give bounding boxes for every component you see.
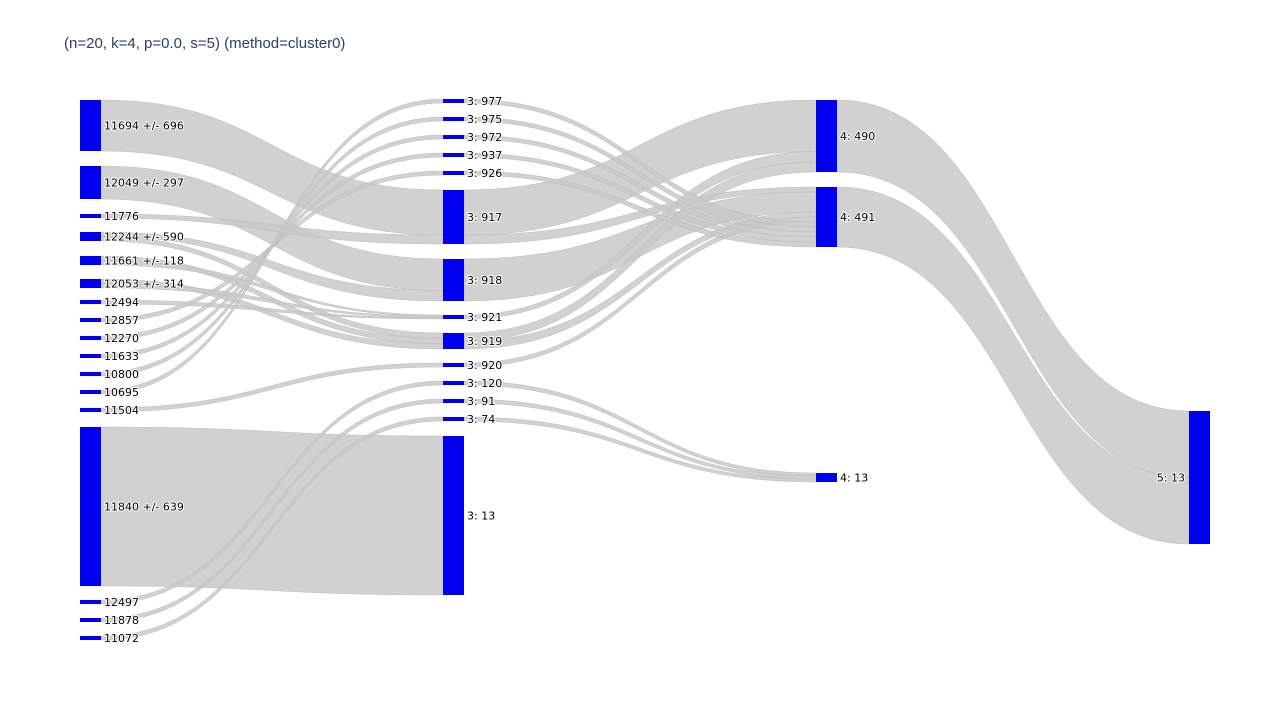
sankey-node-label: 3: 13 <box>467 510 495 523</box>
links-layer <box>100 98 1190 641</box>
sankey-node[interactable] <box>1189 411 1210 544</box>
sankey-node-label: 12857 <box>104 314 139 327</box>
sankey-node[interactable] <box>816 100 837 172</box>
sankey-node[interactable] <box>80 100 101 151</box>
labels-layer: 11694 +/- 696 12049 +/- 297 11776 12244 +/-… <box>103 94 1186 646</box>
sankey-node[interactable] <box>80 600 101 604</box>
sankey-node-label: 3: 921 <box>467 311 502 324</box>
sankey-node[interactable] <box>816 187 837 247</box>
sankey-node[interactable] <box>443 190 464 244</box>
sankey-node-label: 10800 <box>104 368 139 381</box>
sankey-node-label: 12270 <box>104 332 139 345</box>
sankey-node-label: 11840 +/- 639 <box>104 501 184 514</box>
sankey-node[interactable] <box>80 618 101 622</box>
sankey-node[interactable] <box>80 318 101 322</box>
sankey-node-label: 4: 13 <box>840 472 868 485</box>
sankey-node[interactable] <box>80 166 101 199</box>
sankey-node[interactable] <box>80 336 101 340</box>
sankey-node-label: 3: 926 <box>467 167 502 180</box>
sankey-node[interactable] <box>443 363 464 367</box>
sankey-node-label: 11072 <box>104 632 139 645</box>
sankey-node[interactable] <box>443 171 464 175</box>
sankey-node[interactable] <box>80 408 101 412</box>
sankey-node-label: 11504 <box>104 404 139 417</box>
sankey-node-label: 3: 917 <box>467 211 502 224</box>
sankey-link[interactable] <box>100 362 444 413</box>
sankey-node-label: 3: 120 <box>467 377 502 390</box>
sankey-node[interactable] <box>80 372 101 376</box>
sankey-node-label: 12053 +/- 314 <box>104 278 184 291</box>
sankey-node-label: 3: 975 <box>467 113 502 126</box>
chart-title: (n=20, k=4, p=0.0, s=5) (method=cluster0… <box>64 35 346 52</box>
sankey-link[interactable] <box>836 99 1190 478</box>
sankey-node[interactable] <box>80 300 101 304</box>
sankey-node[interactable] <box>80 256 101 265</box>
sankey-node[interactable] <box>80 232 101 241</box>
sankey-node[interactable] <box>443 381 464 385</box>
sankey-node-label: 3: 918 <box>467 274 502 287</box>
sankey-node[interactable] <box>443 417 464 421</box>
sankey-node-label: 12494 <box>104 296 139 309</box>
sankey-node[interactable] <box>80 390 101 394</box>
sankey-node[interactable] <box>80 279 101 288</box>
sankey-node-label: 3: 74 <box>467 413 495 426</box>
sankey-node-label: 12497 <box>104 596 139 609</box>
sankey-node-label: 3: 919 <box>467 335 502 348</box>
sankey-node[interactable] <box>443 315 464 319</box>
sankey-node-label: 12244 +/- 590 <box>104 231 184 244</box>
sankey-node-label: 3: 91 <box>467 395 495 408</box>
sankey-node-label: 12049 +/- 297 <box>104 177 184 190</box>
sankey-node[interactable] <box>443 333 464 349</box>
sankey-node[interactable] <box>443 436 464 595</box>
sankey-link[interactable] <box>463 398 817 480</box>
sankey-link[interactable] <box>836 186 1190 545</box>
sankey-node[interactable] <box>443 259 464 301</box>
sankey-node-label: 3: 977 <box>467 95 502 108</box>
sankey-node-label: 5: 13 <box>1157 472 1185 485</box>
sankey-node-label: 4: 490 <box>840 130 875 143</box>
sankey-node-label: 3: 972 <box>467 131 502 144</box>
sankey-node-label: 3: 920 <box>467 359 502 372</box>
sankey-node[interactable] <box>80 427 101 586</box>
sankey-node[interactable] <box>443 99 464 103</box>
sankey-node[interactable] <box>443 135 464 139</box>
sankey-node[interactable] <box>443 153 464 157</box>
sankey-node-label: 10695 <box>104 386 139 399</box>
sankey-node[interactable] <box>80 214 101 218</box>
sankey-node-label: 3: 937 <box>467 149 502 162</box>
sankey-node-label: 11633 <box>104 350 139 363</box>
sankey-node[interactable] <box>80 636 101 640</box>
sankey-link[interactable] <box>463 380 817 477</box>
sankey-node[interactable] <box>816 473 837 482</box>
sankey-node-label: 11661 +/- 118 <box>104 255 184 268</box>
sankey-node[interactable] <box>443 399 464 403</box>
sankey-node-label: 11776 <box>104 210 139 223</box>
sankey-node-label: 4: 491 <box>840 211 875 224</box>
sankey-node[interactable] <box>80 354 101 358</box>
sankey-node[interactable] <box>443 117 464 121</box>
sankey-node-label: 11694 +/- 696 <box>104 120 184 133</box>
nodes-layer <box>80 99 1210 640</box>
sankey-node-label: 11878 <box>104 614 139 627</box>
